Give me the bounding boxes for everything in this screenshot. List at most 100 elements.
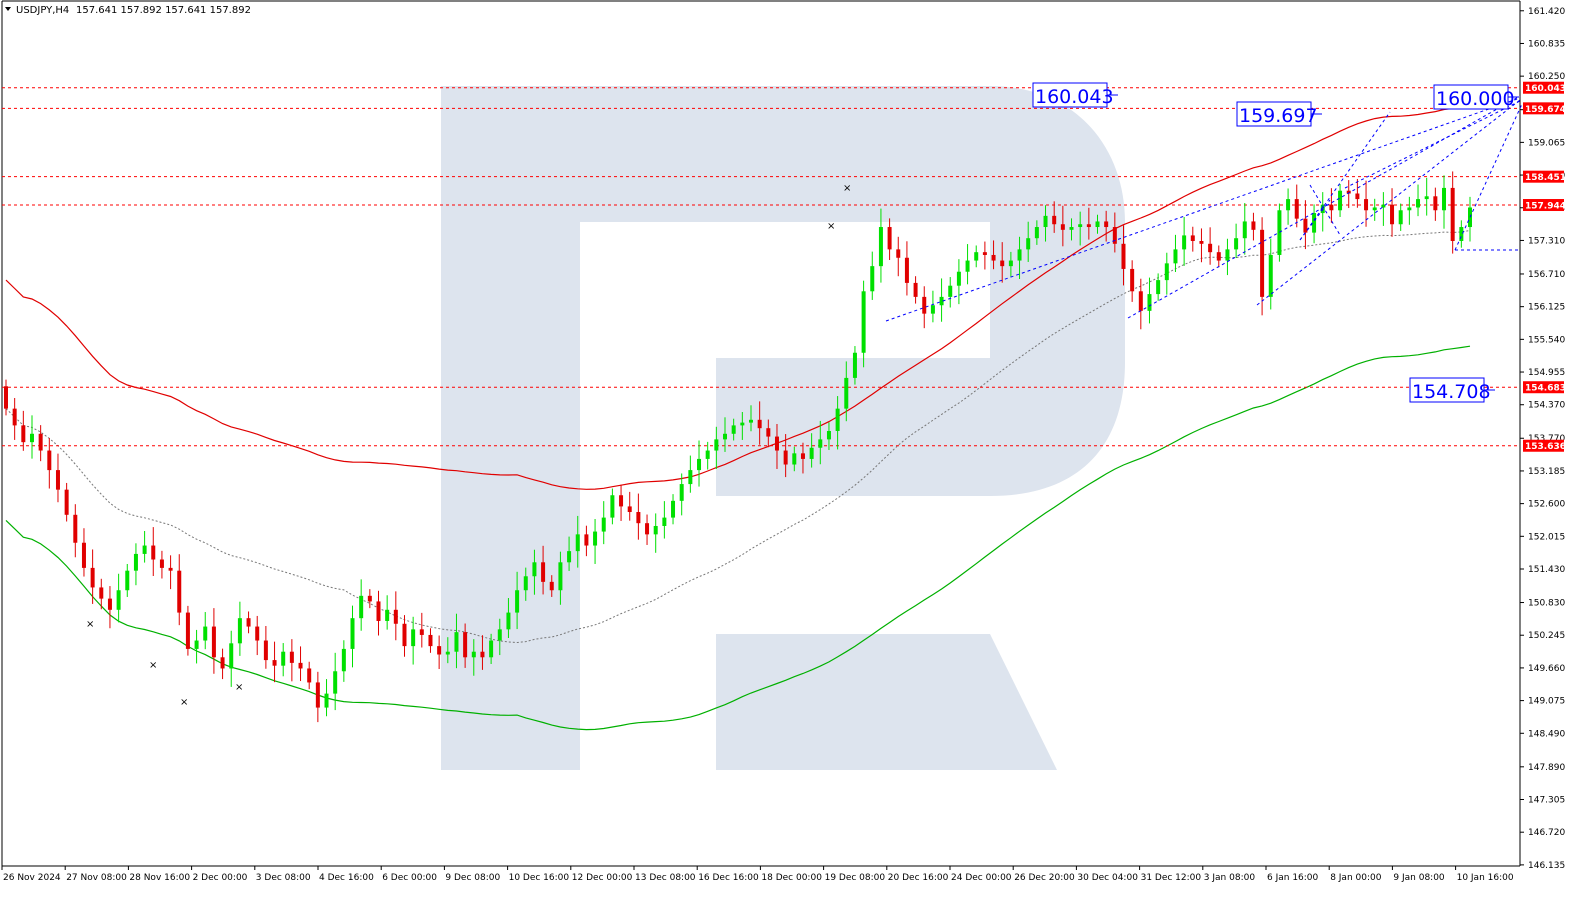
candle-body xyxy=(64,489,69,515)
candle-body xyxy=(844,377,849,409)
candle-body xyxy=(1216,252,1221,261)
y-tick-label: 148.490 xyxy=(1528,729,1565,739)
candle-body xyxy=(445,651,450,655)
candle-body xyxy=(1069,227,1074,230)
upper-envelope-line xyxy=(5,105,1471,490)
candle-body xyxy=(307,668,312,683)
level-price-text-r1: 160.043 xyxy=(1525,84,1566,94)
y-tick-label: 147.305 xyxy=(1528,796,1565,806)
candle-body xyxy=(852,352,857,378)
x-tick-label: 12 Dec 00:00 xyxy=(572,873,633,883)
candle-body xyxy=(315,682,320,708)
candle-body xyxy=(263,640,268,661)
candle-body xyxy=(1052,215,1057,225)
candle-body xyxy=(1424,196,1429,200)
candle-body xyxy=(645,523,650,535)
level-price-tag-s1 xyxy=(1523,381,1564,394)
target-label-1: 160.043 xyxy=(1035,86,1114,108)
candle-body xyxy=(731,425,736,434)
candle-body xyxy=(1459,227,1464,241)
x-axis-ticks: 26 Nov 2024 27 Nov 08:00 28 Nov 16:00 2 Dec… xyxy=(1,866,1514,883)
fractal-marker: × xyxy=(180,697,188,708)
candle-body xyxy=(229,643,234,669)
candle-body xyxy=(1364,199,1369,211)
candle-body xyxy=(809,447,814,459)
candle-body xyxy=(194,640,199,649)
candle-body xyxy=(1260,229,1265,297)
candle-body xyxy=(1338,190,1343,211)
x-tick-label: 6 Jan 16:00 xyxy=(1267,873,1319,883)
candle-body xyxy=(1346,190,1351,194)
candle-body xyxy=(246,618,251,627)
candle-body xyxy=(870,266,875,292)
candle-body xyxy=(532,562,537,577)
candle-body xyxy=(1199,240,1204,244)
forecast-line xyxy=(1454,103,1523,251)
candle-body xyxy=(636,512,641,524)
level-price-tag-s2 xyxy=(1523,439,1564,452)
candle-body xyxy=(29,433,34,443)
candle-body xyxy=(974,252,979,261)
candle-body xyxy=(159,559,164,568)
watermark-r-top xyxy=(441,86,1125,770)
candle-body xyxy=(991,254,996,261)
candle-body xyxy=(835,408,840,431)
symbol-menu-icon[interactable] xyxy=(5,7,11,11)
candle-body xyxy=(281,651,286,666)
candle-body xyxy=(523,576,528,591)
forecast-line xyxy=(1299,111,1391,241)
y-tick-label: 147.890 xyxy=(1528,763,1565,773)
candle-body xyxy=(497,629,502,641)
candle-body xyxy=(454,632,459,652)
x-tick-label: 20 Dec 16:00 xyxy=(888,873,949,883)
candle-body xyxy=(619,495,624,507)
candle-body xyxy=(766,428,771,437)
candle-body xyxy=(298,662,303,669)
candle-body xyxy=(237,618,242,644)
candle-body xyxy=(1130,268,1135,292)
candle-body xyxy=(714,439,719,451)
candle-body xyxy=(1286,199,1291,211)
x-tick-label: 10 Dec 16:00 xyxy=(509,873,570,883)
candle-body xyxy=(1372,207,1377,211)
candle-body xyxy=(12,408,17,426)
target-box-159697: 159.697 xyxy=(1236,101,1322,127)
candle-body xyxy=(1450,187,1455,241)
candle-body xyxy=(419,629,424,635)
target-box-154708: 154.708 xyxy=(1409,377,1495,403)
candle-body xyxy=(584,534,589,546)
candle-body xyxy=(1416,199,1421,208)
candle-body xyxy=(4,386,8,409)
candle-body xyxy=(480,651,485,658)
candle-body xyxy=(255,626,260,641)
lower-envelope-line xyxy=(5,345,1471,731)
candle-body xyxy=(904,257,909,283)
y-tick-label: 160.835 xyxy=(1528,39,1565,49)
candle-body xyxy=(411,629,416,647)
candle-body xyxy=(1208,243,1213,253)
candle-body xyxy=(826,430,831,440)
candle-body xyxy=(662,517,667,526)
level-price-tag-r1 xyxy=(1523,81,1564,94)
y-tick-label: 153.185 xyxy=(1528,467,1565,477)
y-tick-label: 146.135 xyxy=(1528,861,1565,871)
x-tick-label: 6 Dec 00:00 xyxy=(382,873,437,883)
candle-body xyxy=(878,227,883,267)
candle-body xyxy=(1112,227,1117,244)
candle-body xyxy=(81,542,86,568)
candle-body xyxy=(133,553,138,571)
y-tick-label: 146.720 xyxy=(1528,828,1565,838)
candle-body xyxy=(740,422,745,426)
y-tick-label: 156.125 xyxy=(1528,303,1565,313)
candle-body xyxy=(1104,221,1109,228)
x-tick-label: 16 Dec 16:00 xyxy=(698,873,759,883)
x-tick-label: 28 Nov 16:00 xyxy=(129,873,190,883)
candle-body xyxy=(887,227,892,250)
x-tick-label: 4 Dec 16:00 xyxy=(319,873,374,883)
candle-body xyxy=(489,640,494,658)
candle-body xyxy=(367,595,372,602)
candle-body xyxy=(1138,291,1143,311)
candle-body xyxy=(757,419,762,429)
y-tick-label: 156.710 xyxy=(1528,270,1565,280)
